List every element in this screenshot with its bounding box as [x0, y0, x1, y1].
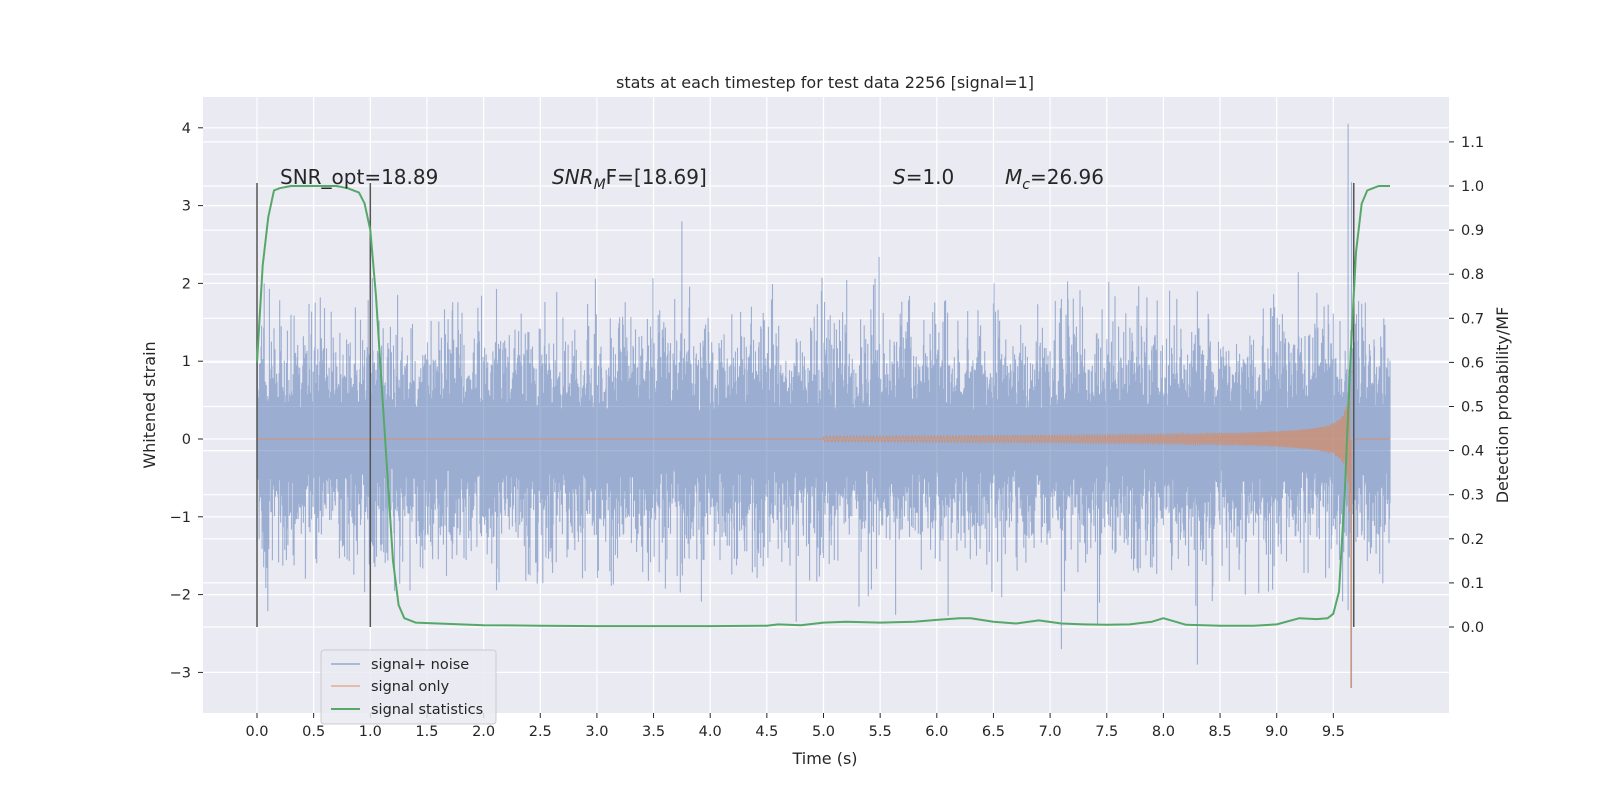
series-signal-only [257, 371, 1390, 688]
chart-title: stats at each timestep for test data 225… [616, 73, 1034, 92]
x-tick-label: 3.0 [585, 724, 608, 740]
y-right-tick-label: 0.9 [1461, 223, 1484, 239]
y-right-tick-label: 1.1 [1461, 135, 1484, 151]
x-tick-label: 4.0 [699, 724, 722, 740]
x-tick-label: 9.5 [1322, 724, 1345, 740]
y-right-tick-label: 1.0 [1461, 179, 1484, 195]
legend-label-signal: signal only [371, 679, 450, 695]
series-signal-statistics [256, 185, 1390, 628]
x-tick-label: 5.5 [869, 724, 892, 740]
x-axis-label: Time (s) [791, 749, 857, 768]
legend: signal+ noise signal only signal statist… [320, 649, 497, 725]
x-tick-label: 6.0 [925, 724, 948, 740]
s-value: =1.0 [906, 165, 955, 189]
y-axis-ticks: −3 −2 −1 0 1 2 3 4 [170, 121, 203, 681]
signal-trace [257, 371, 1390, 512]
y-right-tick-label: 0.3 [1461, 488, 1484, 504]
y-right-tick-label: 0.8 [1461, 267, 1484, 283]
snr-mf-rest: F=[18.69] [606, 165, 707, 189]
x-tick-label: 5.0 [812, 724, 835, 740]
y-tick-label: −3 [170, 665, 191, 681]
y-tick-label: 2 [182, 276, 191, 292]
legend-label-noise: signal+ noise [371, 657, 469, 673]
legend-label-statistics: signal statistics [371, 702, 483, 718]
snr-mf-sub: M [594, 177, 606, 193]
x-tick-label: 0.0 [245, 724, 268, 740]
mc-base: M [1005, 165, 1022, 189]
y-right-tick-label: 0.0 [1461, 620, 1484, 636]
y-tick-label: 4 [182, 121, 191, 137]
x-tick-label: 4.5 [755, 724, 778, 740]
y-right-tick-label: 0.1 [1461, 576, 1484, 592]
y-right-tick-label: 0.7 [1461, 311, 1484, 327]
y-right-tick-label: 0.4 [1461, 444, 1484, 460]
y-right-axis-label: Detection probability/MF [1493, 307, 1512, 504]
y-tick-label: −2 [170, 588, 191, 604]
annotation-s: S=1.0 [893, 165, 954, 189]
y-right-tick-label: 0.5 [1461, 400, 1484, 416]
x-tick-label: 2.0 [472, 724, 495, 740]
x-tick-label: 3.5 [642, 724, 665, 740]
x-tick-label: 7.0 [1039, 724, 1062, 740]
x-tick-label: 1.0 [359, 724, 382, 740]
annotation-mc: Mc=26.96 [1005, 165, 1104, 193]
y-right-tick-label: 0.2 [1461, 532, 1484, 548]
vertical-markers [256, 183, 1355, 627]
s-label: S [893, 165, 906, 189]
x-tick-label: 7.5 [1095, 724, 1118, 740]
y-right-tick-label: 0.6 [1461, 355, 1484, 371]
x-tick-label: 1.5 [415, 724, 438, 740]
y-right-axis-ticks: 0.0 0.1 0.2 0.3 0.4 0.5 0.6 0.7 0.8 0.9 1.0 1.1 [1449, 135, 1484, 636]
mc-value: =26.96 [1030, 165, 1104, 189]
x-tick-label: 6.5 [982, 724, 1005, 740]
snr-mf-base: SNR [552, 165, 594, 189]
mc-sub: c [1022, 177, 1030, 193]
x-axis-ticks: 0.0 0.5 1.0 1.5 2.0 2.5 3.0 3.5 4.0 4.5 5.0 5.5 6.0 6… [245, 713, 1345, 740]
y-axis-label: Whitened strain [140, 341, 159, 468]
x-tick-label: 2.5 [529, 724, 552, 740]
y-tick-label: 1 [182, 354, 191, 370]
statistics-line [256, 185, 1390, 628]
x-tick-label: 8.0 [1152, 724, 1175, 740]
y-tick-label: −1 [170, 510, 191, 526]
x-tick-label: 0.5 [302, 724, 325, 740]
y-tick-label: 0 [182, 432, 191, 448]
x-tick-label: 8.5 [1209, 724, 1232, 740]
annotation-snr-opt: SNR_opt=18.89 [280, 165, 438, 189]
y-tick-label: 3 [182, 199, 191, 215]
annotation-snr-mf: SNRMF=[18.69] [552, 165, 707, 193]
x-tick-label: 9.0 [1265, 724, 1288, 740]
legend-box [320, 649, 497, 725]
